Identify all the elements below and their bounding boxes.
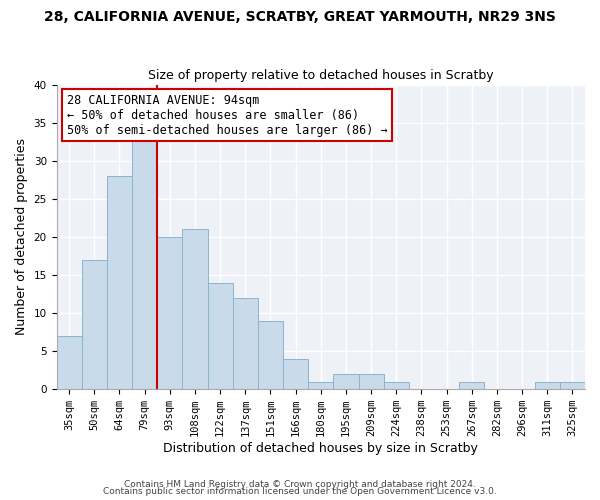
Bar — [535, 382, 560, 389]
Text: Contains HM Land Registry data © Crown copyright and database right 2024.: Contains HM Land Registry data © Crown c… — [124, 480, 476, 489]
X-axis label: Distribution of detached houses by size in Scratby: Distribution of detached houses by size … — [163, 442, 478, 455]
Bar — [560, 382, 585, 389]
Bar — [208, 282, 233, 389]
Bar — [459, 382, 484, 389]
Bar — [383, 382, 409, 389]
Bar — [258, 320, 283, 389]
Text: 28, CALIFORNIA AVENUE, SCRATBY, GREAT YARMOUTH, NR29 3NS: 28, CALIFORNIA AVENUE, SCRATBY, GREAT YA… — [44, 10, 556, 24]
Bar — [82, 260, 107, 389]
Bar — [132, 138, 157, 389]
Bar — [334, 374, 359, 389]
Bar — [233, 298, 258, 389]
Text: Contains public sector information licensed under the Open Government Licence v3: Contains public sector information licen… — [103, 487, 497, 496]
Bar — [308, 382, 334, 389]
Bar — [359, 374, 383, 389]
Bar — [182, 230, 208, 389]
Text: 28 CALIFORNIA AVENUE: 94sqm
← 50% of detached houses are smaller (86)
50% of sem: 28 CALIFORNIA AVENUE: 94sqm ← 50% of det… — [67, 94, 388, 136]
Bar — [283, 359, 308, 389]
Y-axis label: Number of detached properties: Number of detached properties — [15, 138, 28, 336]
Bar — [107, 176, 132, 389]
Bar — [56, 336, 82, 389]
Title: Size of property relative to detached houses in Scratby: Size of property relative to detached ho… — [148, 69, 494, 82]
Bar — [157, 237, 182, 389]
